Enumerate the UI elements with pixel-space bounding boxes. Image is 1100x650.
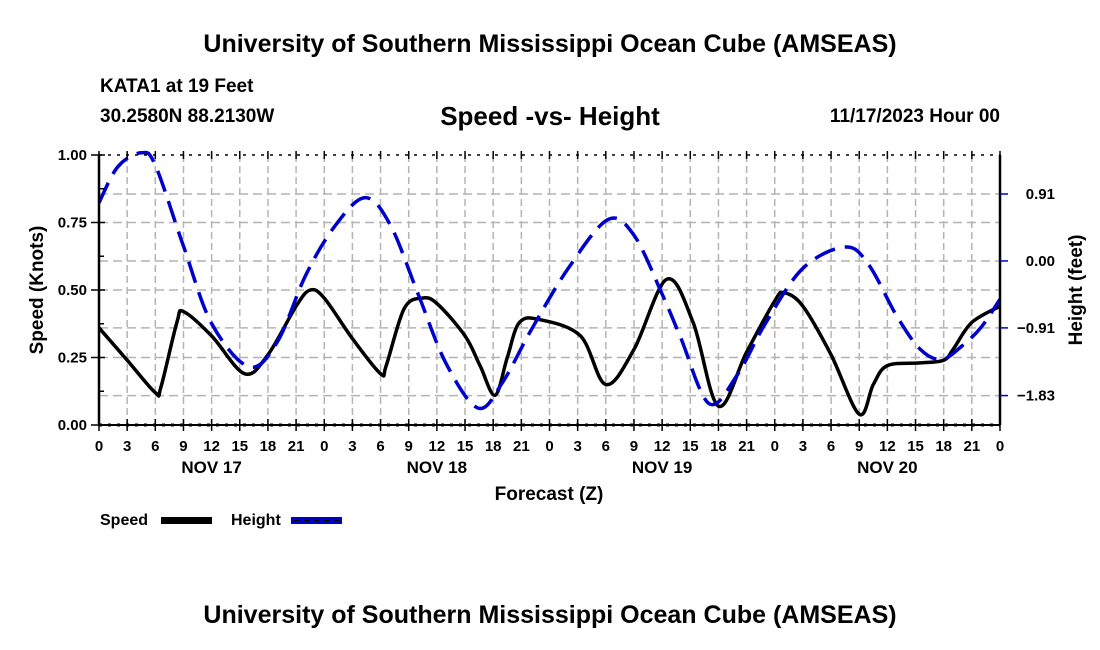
x-tick-label: 0: [95, 438, 103, 455]
axes: 0 3 6 9 12 15 18 21 0 3 6 9 12 15 18 21 0 3 6 9 12 15 18 21 0 3 6 9…: [58, 147, 1055, 477]
x-tick-label: 12: [879, 438, 896, 455]
grid: [99, 155, 1000, 425]
x-tick-label: 0: [320, 438, 328, 455]
x-tick-label: 21: [288, 438, 305, 455]
x-tick-label: 3: [573, 438, 581, 455]
x-tick-label: 3: [348, 438, 356, 455]
run-time-label: 11/17/2023 Hour 00: [829, 106, 1000, 127]
y2-tick-label: 0.91: [1026, 186, 1055, 203]
day-label: NOV 18: [407, 458, 467, 477]
y-tick-label: 0.75: [58, 215, 87, 232]
coordinates-label: 30.2580N 88.2130W: [100, 106, 275, 127]
x-tick-label: 21: [964, 438, 981, 455]
legend-label-height: Height: [231, 512, 281, 529]
x-tick-label: 9: [855, 438, 863, 455]
x-tick-label: 21: [513, 438, 530, 455]
x-tick-label: 9: [405, 438, 413, 455]
x-tick-label: 18: [710, 438, 727, 455]
day-label: NOV 19: [632, 458, 692, 477]
x-tick-label: 6: [827, 438, 835, 455]
x-tick-label: 15: [231, 438, 248, 455]
y-axis-title: Speed (Knots): [27, 226, 48, 355]
x-tick-label: 18: [935, 438, 952, 455]
y-tick-label: 1.00: [58, 147, 87, 164]
x-tick-label: 6: [376, 438, 384, 455]
x-tick-label: 18: [485, 438, 502, 455]
series-layer: [97, 150, 1002, 417]
axis-labels: Forecast (Z) Speed (Knots) Height (feet): [27, 226, 1087, 505]
plot-title: Speed -vs- Height: [440, 101, 660, 131]
x-tick-label: 9: [630, 438, 638, 455]
x-axis-title: Forecast (Z): [495, 484, 604, 505]
station-label: KATA1 at 19 Feet: [100, 76, 254, 97]
x-tick-label: 21: [738, 438, 755, 455]
x-tick-label: 3: [799, 438, 807, 455]
y2-tick-label: −0.91: [1017, 320, 1055, 337]
x-tick-label: 15: [682, 438, 699, 455]
series-line-height: [97, 150, 1002, 411]
main-title: University of Southern Mississippi Ocean…: [203, 30, 897, 58]
x-tick-label: 18: [260, 438, 277, 455]
footer-title: University of Southern Mississippi Ocean…: [203, 601, 897, 629]
x-tick-label: 6: [151, 438, 159, 455]
series-line-speed: [97, 277, 1001, 417]
legend: Speed Height: [100, 512, 342, 529]
day-label: NOV 17: [181, 458, 241, 477]
x-tick-label: 12: [203, 438, 220, 455]
x-tick-label: 15: [907, 438, 924, 455]
x-tick-label: 0: [996, 438, 1004, 455]
x-tick-label: 9: [179, 438, 187, 455]
x-tick-label: 6: [602, 438, 610, 455]
y-tick-label: 0.00: [58, 417, 87, 434]
y2-tick-label: −1.83: [1017, 388, 1055, 405]
x-tick-label: 15: [457, 438, 474, 455]
y-tick-label: 0.25: [58, 350, 87, 367]
y2-axis-title: Height (feet): [1066, 235, 1087, 346]
x-tick-label: 0: [545, 438, 553, 455]
legend-swatch-speed: [161, 517, 212, 524]
legend-label-speed: Speed: [100, 512, 148, 529]
x-tick-label: 12: [429, 438, 446, 455]
x-tick-label: 3: [123, 438, 131, 455]
y-tick-label: 0.50: [58, 282, 87, 299]
x-tick-label: 0: [771, 438, 779, 455]
y2-tick-label: 0.00: [1026, 253, 1055, 270]
x-tick-label: 12: [654, 438, 671, 455]
day-label: NOV 20: [857, 458, 917, 477]
